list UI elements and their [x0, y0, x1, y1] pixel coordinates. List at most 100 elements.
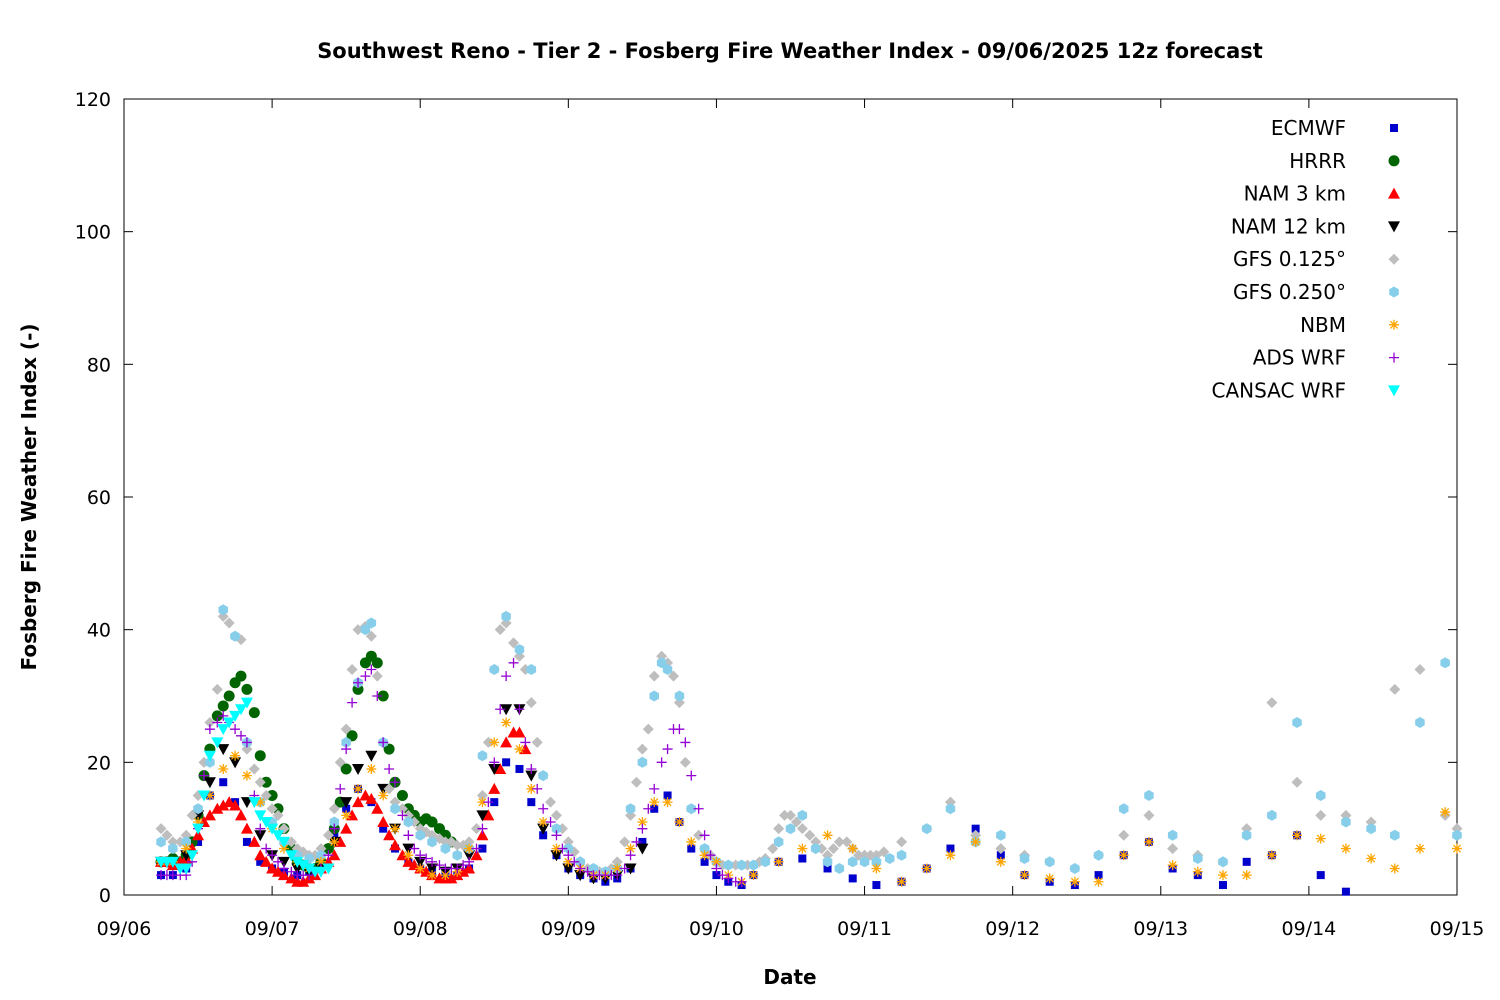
data-point: [527, 798, 536, 807]
data-point: [545, 796, 557, 808]
data-point: [525, 770, 538, 782]
data-point: [723, 859, 734, 871]
data-point: [476, 810, 489, 822]
data-point: [531, 736, 543, 748]
legend-item: HRRR: [1289, 149, 1400, 173]
data-point: [494, 624, 506, 636]
data-point: [1316, 790, 1326, 801]
data-point: [384, 763, 395, 774]
data-point: [515, 764, 524, 773]
data-point: [1119, 803, 1129, 815]
data-point: [624, 863, 637, 875]
data-point: [693, 829, 705, 841]
data-point: [240, 822, 253, 834]
data-point: [551, 843, 562, 854]
data-point: [945, 850, 956, 861]
data-point: [408, 859, 421, 871]
data-point: [359, 789, 372, 801]
data-point: [315, 856, 326, 867]
data-point: [1143, 809, 1155, 821]
data-point: [995, 856, 1006, 867]
data-point: [341, 810, 352, 821]
data-point: [340, 822, 353, 834]
data-point: [551, 823, 562, 835]
data-point: [700, 857, 709, 866]
data-point: [248, 763, 260, 775]
data-point: [272, 803, 284, 815]
data-point: [773, 836, 784, 848]
data-point: [945, 803, 956, 815]
data-point: [1143, 836, 1154, 847]
data-point: [470, 849, 483, 861]
data-point: [501, 671, 512, 682]
data-point: [371, 670, 383, 682]
data-point: [514, 704, 525, 715]
data-point: [1315, 833, 1326, 844]
data-point: [477, 823, 488, 834]
data-point: [426, 816, 438, 828]
data-point: [502, 758, 511, 767]
series-4: [155, 610, 1463, 878]
data-point: [864, 849, 876, 861]
data-point: [625, 803, 636, 815]
data-point: [352, 796, 365, 808]
data-point: [212, 717, 223, 728]
data-point: [181, 836, 191, 848]
data-point: [236, 730, 247, 741]
legend-label: NAM 12 km: [1231, 214, 1346, 238]
data-point: [574, 870, 587, 882]
data-point: [946, 844, 955, 853]
data-point: [1242, 857, 1251, 866]
y-axis-label: Fosberg Fire Weather Index (-): [17, 323, 41, 670]
data-point: [204, 717, 216, 729]
data-point: [833, 836, 845, 848]
y-tick-label: 40: [87, 620, 111, 642]
data-point: [334, 756, 346, 768]
legend-item: NBM: [1300, 313, 1399, 337]
data-point: [495, 704, 506, 715]
data-point: [366, 664, 377, 675]
data-point: [896, 849, 907, 861]
data-point: [575, 856, 585, 868]
data-point: [322, 863, 335, 875]
data-point: [254, 750, 266, 762]
data-point: [240, 697, 253, 709]
data-point: [329, 836, 340, 847]
data-point: [218, 604, 228, 616]
data-point: [686, 803, 696, 815]
data-point: [390, 823, 401, 834]
data-point: [508, 637, 520, 649]
data-point: [235, 809, 248, 821]
data-point: [1440, 807, 1451, 818]
legend-item: GFS 0.125°: [1233, 247, 1400, 271]
legend-label: HRRR: [1289, 149, 1346, 173]
data-point: [650, 804, 659, 813]
data-point: [372, 691, 383, 701]
data-point: [630, 776, 642, 788]
x-axis: 09/06 09/07 09/08 09/09 09/10 09/11 09/12 09/13…: [97, 99, 1484, 940]
data-point: [1118, 850, 1129, 861]
data-point: [848, 874, 857, 883]
data-point: [242, 837, 251, 846]
data-point: [366, 763, 377, 774]
data-point: [1094, 871, 1103, 880]
data-point: [582, 866, 593, 877]
data-point: [760, 856, 771, 868]
data-point: [550, 850, 563, 862]
legend-label: ADS WRF: [1253, 346, 1346, 370]
data-point: [699, 830, 710, 841]
data-point: [797, 809, 808, 821]
data-point: [834, 863, 845, 874]
legend-marker: [1388, 221, 1400, 233]
data-point: [1414, 843, 1425, 854]
data-point: [314, 866, 327, 878]
data-point: [501, 717, 512, 728]
data-point: [266, 803, 278, 815]
data-point: [390, 777, 401, 788]
data-point: [489, 737, 500, 748]
data-point: [218, 763, 229, 774]
data-point: [397, 810, 408, 821]
data-point: [804, 829, 816, 841]
data-point: [488, 763, 501, 775]
data-point: [235, 670, 247, 682]
